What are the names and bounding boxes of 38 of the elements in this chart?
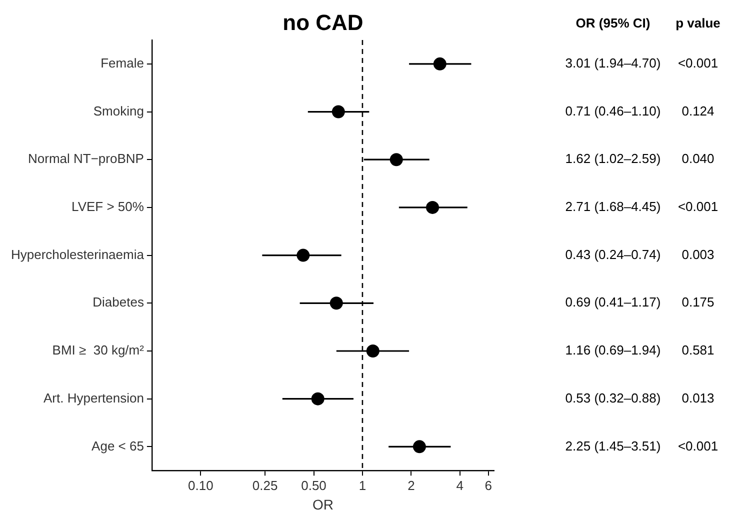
text: p value — [676, 16, 720, 31]
x-tick-label: 2 — [408, 478, 415, 493]
text: <0.001 — [678, 438, 718, 454]
x-tick-label: 4 — [456, 478, 464, 493]
data-label: 3.01 (1.94–4.70) — [565, 56, 661, 70]
data-label: 2.71 (1.68–4.45) — [565, 199, 661, 214]
x-tick-label: 0.10 — [188, 478, 214, 493]
x-tick-label: 0.25 — [252, 478, 278, 493]
y-tick-label: Art. Hypertension — [44, 390, 144, 406]
y-tick-label: Hypercholesterinaemia — [11, 246, 145, 262]
y-tick-label: Female — [100, 56, 144, 70]
y-tick-label: Age < 65 — [92, 438, 144, 454]
data-label: 0.69 (0.41–1.17) — [565, 294, 661, 310]
y-tick-label: BMI ≥ 30 kg/m² — [52, 342, 145, 358]
text: 0.124 — [682, 103, 714, 118]
text: 0.003 — [682, 246, 714, 262]
text: OR (95% CI) — [576, 16, 650, 31]
x-tick-label: 0.50 — [301, 478, 326, 493]
y-tick-label: Smoking — [93, 103, 144, 118]
y-tick-label: LVEF > 50% — [72, 199, 144, 214]
x-tick-label: 6 — [484, 478, 492, 493]
data-label: 0.71 (0.46–1.10) — [565, 103, 661, 118]
text: 0.175 — [682, 294, 714, 310]
text: 0.040 — [682, 151, 714, 166]
text: <0.001 — [678, 56, 718, 70]
x-tick-label: 1 — [358, 478, 366, 493]
x-axis-title: OR — [312, 496, 334, 512]
data-label: 2.25 (1.45–3.51) — [565, 438, 661, 454]
text: <0.001 — [678, 199, 718, 214]
data-label: 0.53 (0.32–0.88) — [565, 390, 661, 406]
text: 0.581 — [682, 342, 714, 358]
data-label: 1.62 (1.02–2.59) — [565, 151, 661, 166]
data-label: 0.43 (0.24–0.74) — [565, 246, 661, 262]
y-tick-label: Normal NT−proBNP — [28, 151, 144, 166]
text: 0.013 — [682, 390, 714, 406]
data-label: 1.16 (0.69–1.94) — [565, 342, 661, 358]
y-tick-label: Diabetes — [92, 294, 144, 310]
chart-title: no CAD — [282, 10, 364, 36]
